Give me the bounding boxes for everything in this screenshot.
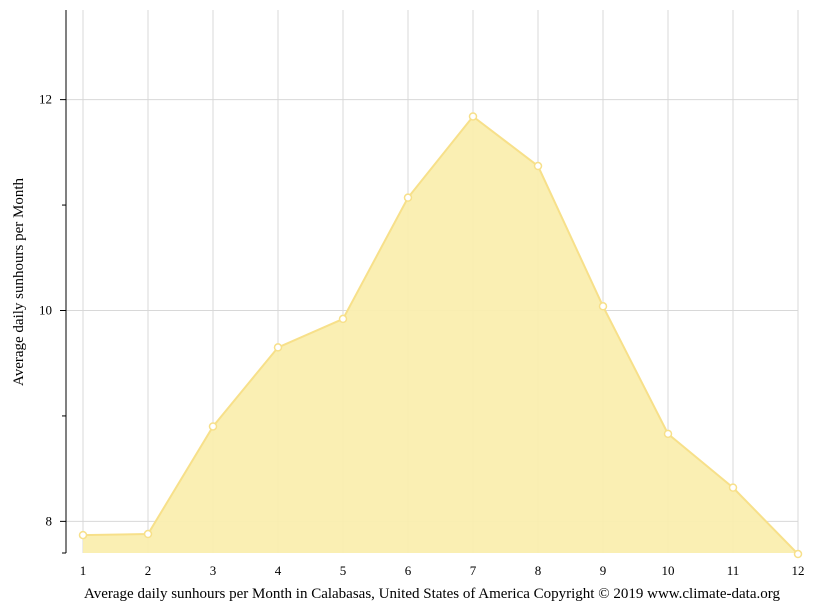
- data-point-4: [273, 343, 283, 352]
- x-tick-label-7: 7: [470, 563, 477, 578]
- data-point-9: [598, 302, 608, 311]
- data-point-12: [793, 549, 803, 559]
- data-points: [78, 112, 803, 559]
- x-tick-label-9: 9: [600, 563, 607, 578]
- area-fill: [83, 116, 798, 555]
- y-tick-label-12: 12: [39, 92, 52, 107]
- x-tick-label-8: 8: [535, 563, 542, 578]
- y-tick-label-10: 10: [39, 302, 52, 317]
- x-tick-label-3: 3: [210, 563, 217, 578]
- y-tick-label-8: 8: [46, 513, 53, 528]
- x-tick-label-6: 6: [405, 563, 412, 578]
- data-point-3: [208, 422, 218, 431]
- data-point-1: [78, 530, 88, 540]
- data-point-8: [533, 161, 543, 171]
- data-point-7: [468, 112, 478, 121]
- series-line: [82, 115, 799, 555]
- x-tick-label-2: 2: [145, 563, 152, 578]
- x-tick-label-1: 1: [80, 563, 87, 578]
- x-axis-title: Average daily sunhours per Month in Cala…: [84, 586, 780, 602]
- x-tick-labels: 1 2 3 4 5 6 7 8 9 10 11 12: [80, 563, 805, 578]
- data-point-6: [403, 193, 413, 202]
- axes: [60, 10, 67, 554]
- x-tick-label-5: 5: [340, 563, 347, 578]
- data-point-5: [338, 314, 348, 324]
- data-point-10: [663, 429, 673, 439]
- x-tick-label-4: 4: [275, 563, 282, 578]
- x-tick-label-10: 10: [662, 563, 675, 578]
- y-tick-labels: 8 10 12: [39, 92, 52, 529]
- x-tick-label-11: 11: [727, 563, 740, 578]
- data-point-2: [143, 529, 153, 539]
- x-tick-label-12: 12: [792, 563, 805, 578]
- data-point-11: [728, 483, 738, 492]
- y-axis-title: Average daily sunhours per Month: [11, 178, 27, 387]
